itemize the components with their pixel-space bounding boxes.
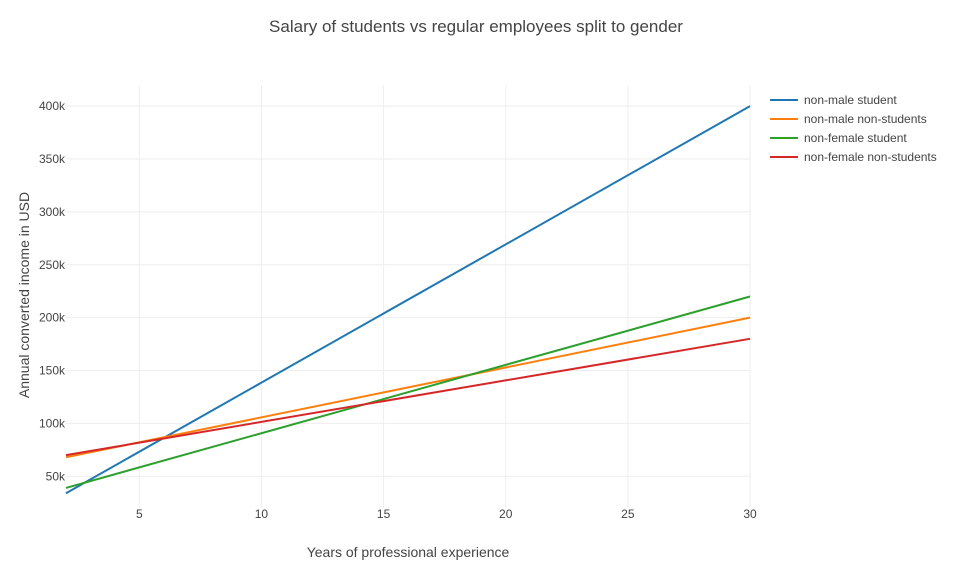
series-line-2[interactable]	[65, 295, 751, 489]
series-line-0[interactable]	[65, 105, 751, 495]
x-tick-label: 20	[499, 507, 513, 521]
legend[interactable]: non-male student non-male non-students non…	[770, 93, 937, 164]
y-tick-label: 350k	[39, 152, 66, 166]
x-tick-label: 30	[743, 507, 757, 521]
x-tick-label: 10	[255, 507, 269, 521]
x-tick-label: 15	[377, 507, 391, 521]
chart-title: Salary of students vs regular employees …	[269, 17, 683, 36]
y-tick-label: 300k	[39, 205, 66, 219]
x-tick-label: 5	[136, 507, 143, 521]
y-tick-label: 250k	[39, 258, 66, 272]
y-tick-label: 400k	[39, 99, 66, 113]
legend-label: non-male non-students	[804, 112, 927, 126]
legend-label: non-male student	[804, 93, 897, 107]
grid-layer	[66, 85, 751, 508]
legend-item-3[interactable]: non-female non-students	[770, 150, 937, 164]
series-layer	[65, 105, 751, 495]
x-axis-title: Years of professional experience	[307, 544, 510, 560]
y-tick-label: 100k	[39, 416, 66, 430]
y-tick-label: 150k	[39, 364, 66, 378]
y-tick-label: 200k	[39, 311, 66, 325]
legend-item-1[interactable]: non-male non-students	[770, 112, 927, 126]
legend-item-2[interactable]: non-female student	[770, 131, 907, 145]
tick-layer: 5 10 15 20 25 30 50k 100k 150k 200k 250k 300k 350k 40…	[39, 99, 757, 521]
legend-label: non-female non-students	[804, 150, 937, 164]
y-tick-label: 50k	[46, 469, 66, 483]
legend-label: non-female student	[804, 131, 907, 145]
y-axis-title: Annual converted income in USD	[16, 192, 32, 398]
legend-item-0[interactable]: non-male student	[770, 93, 897, 107]
x-tick-label: 25	[621, 507, 635, 521]
series-line-3[interactable]	[65, 337, 751, 457]
series-line-1[interactable]	[65, 316, 751, 459]
